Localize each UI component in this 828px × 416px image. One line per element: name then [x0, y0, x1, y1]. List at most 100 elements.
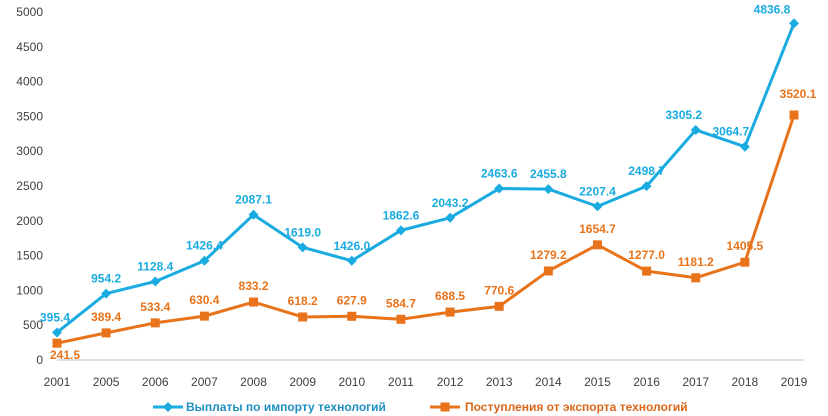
data-label: 2043.2: [432, 196, 469, 210]
y-tick-label: 0: [36, 353, 43, 367]
data-point: [347, 311, 357, 321]
data-label: 1181.2: [678, 255, 714, 269]
data-label: 1277.0: [628, 248, 665, 262]
legend: Выплаты по импорту технологий Поступления…: [153, 400, 688, 414]
data-point: [445, 307, 455, 317]
data-label: 1654.7: [579, 222, 616, 236]
legend-label-exports: Поступления от экспорта технологий: [465, 400, 688, 414]
data-label: 627.9: [337, 293, 367, 307]
x-tick-label: 2009: [289, 375, 316, 389]
data-labels: 395.4 954.2 1128.4 1426.4 2087.1 1619.0 1426.0…: [40, 2, 817, 362]
x-tick-label: 2006: [142, 375, 169, 389]
data-point: [789, 18, 799, 29]
data-label: 630.4: [189, 293, 219, 307]
legend-marker-diamond: [163, 402, 173, 412]
y-tick-label: 5000: [16, 5, 43, 19]
x-tick-label: 2001: [44, 375, 71, 389]
data-point: [52, 338, 62, 348]
series-line-1: [56, 22, 796, 334]
data-label: 1619.0: [284, 225, 321, 239]
data-label: 2463.6: [481, 167, 518, 181]
data-label: 395.4: [40, 310, 70, 324]
data-point: [297, 242, 308, 253]
data-point: [298, 312, 308, 322]
y-tick-label: 4000: [16, 75, 43, 89]
data-point: [199, 255, 210, 266]
data-point: [494, 183, 505, 194]
data-label: 1279.2: [530, 248, 567, 262]
x-tick-label: 2010: [338, 375, 365, 389]
data-point: [101, 288, 112, 299]
data-label: 1128.4: [137, 259, 173, 273]
data-point: [150, 276, 161, 287]
data-label: 1862.6: [383, 208, 420, 222]
y-tick-label: 1000: [16, 283, 43, 297]
data-point: [249, 297, 259, 307]
data-label: 533.4: [140, 300, 170, 314]
data-label: 2087.1: [235, 193, 272, 207]
data-label: 1405.5: [727, 239, 764, 253]
data-label: 584.7: [386, 296, 416, 310]
data-point: [395, 225, 406, 236]
data-label: 2207.4: [579, 184, 616, 198]
data-point: [248, 209, 259, 220]
y-tick-label: 2000: [16, 214, 43, 228]
data-label: 1426.0: [333, 239, 370, 253]
x-tick-label: 2015: [584, 375, 611, 389]
data-label: 833.2: [239, 279, 269, 293]
data-label: 688.5: [435, 289, 465, 303]
y-tick-label: 2500: [16, 179, 43, 193]
data-point: [52, 327, 62, 338]
x-tick-label: 2012: [437, 375, 464, 389]
data-point: [690, 124, 701, 135]
data-label: 2455.8: [530, 167, 567, 181]
data-label: 3064.7: [713, 125, 750, 139]
data-point: [691, 273, 701, 283]
y-tick-label: 4500: [16, 40, 43, 54]
data-point: [642, 266, 652, 276]
x-tick-label: 2016: [633, 375, 660, 389]
data-point: [641, 181, 652, 192]
x-tick-label: 2005: [93, 375, 120, 389]
x-tick-label: 2008: [240, 375, 267, 389]
data-label: 2498.7: [628, 164, 665, 178]
x-tick-label: 2018: [732, 375, 759, 389]
data-point: [101, 328, 111, 338]
data-point: [150, 318, 160, 328]
x-tick-label: 2019: [781, 375, 808, 389]
data-point: [592, 240, 602, 250]
data-label: 3305.2: [665, 108, 702, 122]
y-tick-label: 3500: [16, 109, 43, 123]
x-axis: 2001 2005 2006 2007 2008 2009 2010 2011 2012 2013…: [44, 359, 808, 389]
data-label: 241.5: [50, 348, 80, 362]
data-label: 770.6: [484, 283, 514, 297]
data-point: [494, 301, 504, 311]
data-point: [789, 110, 799, 120]
data-point: [199, 311, 209, 321]
data-point: [346, 255, 357, 266]
data-point: [739, 141, 750, 152]
x-tick-label: 2007: [191, 375, 218, 389]
data-label: 3520.1: [780, 87, 817, 101]
series-lines: [52, 18, 799, 348]
data-label: 618.2: [288, 294, 318, 308]
x-tick-label: 2011: [388, 375, 414, 389]
data-label: 954.2: [91, 272, 121, 286]
series-line-2: [56, 114, 796, 345]
legend-marker-square: [440, 402, 450, 412]
legend-label-imports: Выплаты по импорту технологий: [186, 400, 386, 414]
data-label: 4836.8: [754, 2, 791, 16]
data-point: [592, 201, 603, 212]
y-axis: 0 500 1000 1500 2000 2500 3000 3500 4000 4500 5000: [16, 5, 43, 367]
data-point: [543, 184, 554, 195]
x-tick-label: 2013: [486, 375, 513, 389]
y-tick-label: 3000: [16, 144, 43, 158]
x-tick-label: 2017: [682, 375, 709, 389]
data-point: [445, 212, 456, 223]
x-tick-label: 2014: [535, 375, 562, 389]
data-point: [543, 266, 553, 276]
data-label: 389.4: [91, 310, 121, 324]
data-label: 1426.4: [186, 239, 223, 253]
y-tick-label: 500: [23, 318, 43, 332]
